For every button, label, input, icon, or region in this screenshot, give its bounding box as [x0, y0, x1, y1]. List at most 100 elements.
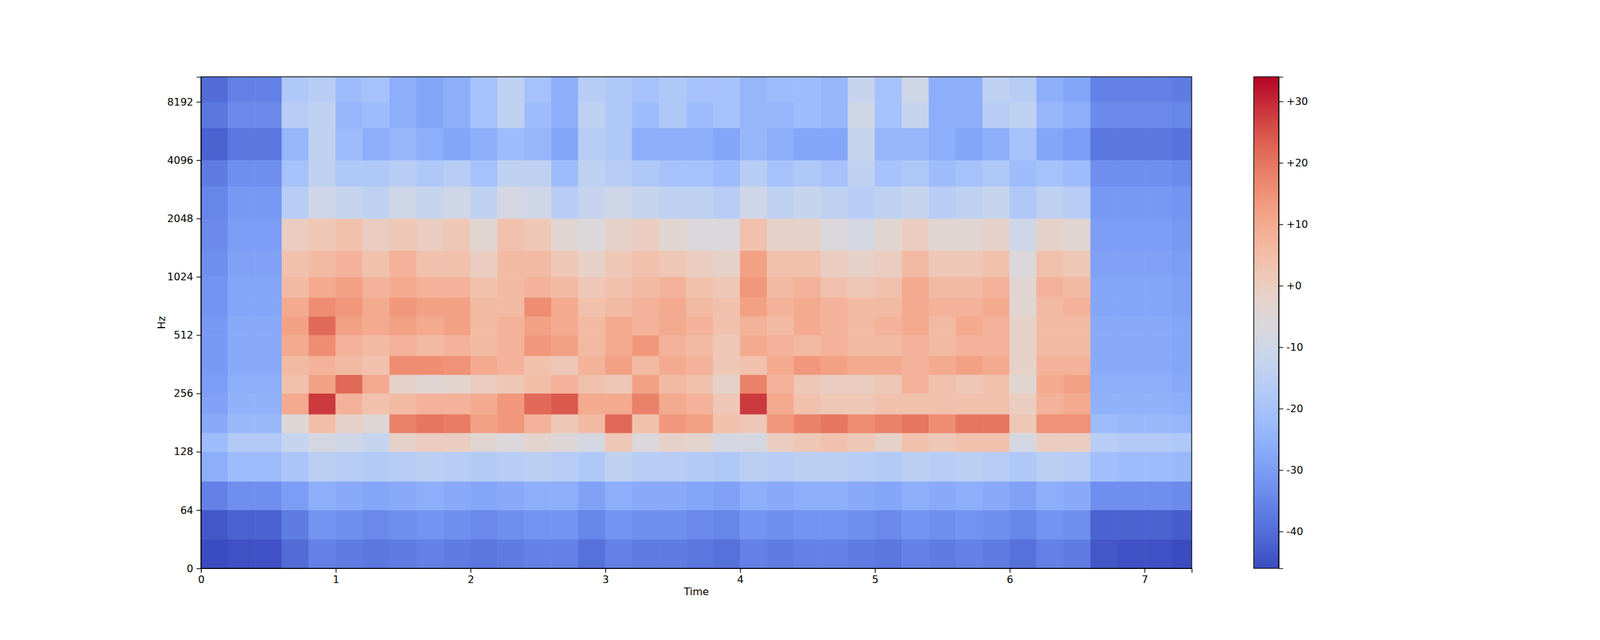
heatmap-cell	[389, 414, 417, 433]
heatmap-cell	[497, 538, 525, 569]
heatmap-cell	[1144, 393, 1172, 415]
heatmap-cell	[659, 101, 687, 128]
heatmap-cell	[901, 76, 929, 102]
heatmap-cell	[524, 355, 552, 375]
heatmap-cell	[1171, 316, 1192, 335]
heatmap-cell	[848, 297, 875, 317]
tick-mark	[874, 568, 876, 573]
heatmap-cell	[901, 510, 929, 540]
heatmap-cell	[443, 481, 471, 511]
heatmap-cell	[362, 510, 390, 540]
heatmap-cell	[712, 218, 740, 251]
heatmap-cell	[470, 297, 498, 317]
heatmap-cell	[1144, 186, 1172, 219]
heatmap-cell	[1090, 414, 1118, 433]
heatmap-cell	[470, 276, 498, 297]
heatmap-cell	[794, 510, 822, 540]
heatmap-cell	[1036, 538, 1064, 569]
heatmap-cell	[739, 250, 767, 277]
heatmap-cell	[821, 186, 848, 219]
heatmap-cell	[1171, 538, 1192, 569]
heatmap-cell	[336, 76, 363, 102]
heatmap-cell	[227, 451, 255, 482]
heatmap-cell	[470, 335, 498, 356]
heatmap-cell	[1144, 355, 1172, 375]
heatmap-cell	[1090, 76, 1118, 102]
heatmap-cell	[524, 393, 552, 415]
heatmap-cell	[686, 101, 713, 128]
heatmap-cell	[497, 160, 525, 187]
heatmap-cell	[848, 101, 875, 128]
heatmap-cell	[632, 538, 660, 569]
heatmap-cell	[1009, 481, 1037, 511]
heatmap-cell	[821, 481, 848, 511]
heatmap-cell	[389, 218, 417, 251]
heatmap-cell	[767, 355, 795, 375]
heatmap-cell	[874, 393, 902, 415]
heatmap-cell	[362, 316, 390, 335]
heatmap-cell	[1036, 186, 1064, 219]
heatmap-cell	[200, 374, 228, 393]
heatmap-cell	[551, 414, 579, 433]
heatmap-cell	[254, 218, 282, 251]
heatmap-cell	[362, 374, 390, 393]
heatmap-cell	[767, 481, 795, 511]
heatmap-cell	[1063, 76, 1091, 102]
heatmap-cell	[659, 297, 687, 317]
heatmap-cell	[874, 335, 902, 356]
heatmap-cell	[524, 335, 552, 356]
heatmap-cell	[632, 451, 660, 482]
heatmap-cell	[1009, 276, 1037, 297]
heatmap-cell	[848, 316, 875, 335]
heatmap-cell	[901, 101, 929, 128]
axis-line	[1279, 77, 1284, 569]
heatmap-cell	[794, 355, 822, 375]
heatmap-cell	[551, 432, 579, 452]
heatmap-cell	[470, 414, 498, 433]
tick-label: +20	[1286, 156, 1309, 169]
heatmap-cell	[632, 393, 660, 415]
heatmap-cell	[281, 432, 309, 452]
heatmap-cell	[1063, 297, 1091, 317]
heatmap-cell	[281, 76, 309, 102]
heatmap-cell	[1063, 128, 1091, 160]
heatmap-cell	[928, 276, 956, 297]
heatmap-cell	[308, 297, 336, 317]
heatmap-cell	[227, 186, 255, 219]
heatmap-cell	[632, 76, 660, 102]
heatmap-cell	[497, 355, 525, 375]
heatmap-cell	[605, 316, 633, 335]
heatmap-cell	[955, 276, 983, 297]
heatmap-cell	[632, 250, 660, 277]
heatmap-cell	[416, 510, 444, 540]
heatmap-cell	[794, 160, 822, 187]
tick-mark	[336, 568, 337, 573]
heatmap-cell	[254, 355, 282, 375]
heatmap-cell	[551, 101, 579, 128]
heatmap-cell	[1144, 250, 1172, 277]
heatmap-cell	[955, 101, 983, 128]
tick-label: 128	[173, 445, 194, 458]
heatmap-cell	[308, 538, 336, 569]
heatmap-cell	[551, 451, 579, 482]
heatmap-cell	[686, 128, 713, 160]
heatmap-cell	[1090, 335, 1118, 356]
heatmap-cell	[712, 393, 740, 415]
heatmap-cell	[281, 186, 309, 219]
heatmap-cell	[739, 128, 767, 160]
heatmap-cell	[1090, 510, 1118, 540]
heatmap-cell	[200, 451, 228, 482]
heatmap-cell	[955, 76, 983, 102]
tick-mark	[196, 101, 201, 103]
heatmap-cell	[955, 355, 983, 375]
heatmap-cell	[794, 250, 822, 277]
heatmap-cell	[686, 335, 713, 356]
heatmap-cell	[1144, 128, 1172, 160]
heatmap-cell	[308, 335, 336, 356]
heatmap-cell	[336, 510, 363, 540]
heatmap-cell	[227, 432, 255, 452]
heatmap-cell	[767, 128, 795, 160]
tick-mark	[1278, 346, 1284, 348]
heatmap-cell	[1009, 128, 1037, 160]
heatmap-cell	[659, 393, 687, 415]
